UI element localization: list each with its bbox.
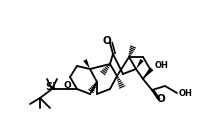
Text: O: O (63, 82, 71, 90)
Text: O: O (103, 36, 111, 46)
Polygon shape (136, 59, 144, 69)
Text: O: O (157, 94, 165, 104)
Text: OH: OH (179, 88, 193, 98)
Polygon shape (83, 59, 90, 69)
Polygon shape (143, 68, 153, 79)
Text: Si: Si (46, 82, 56, 92)
Text: OH: OH (155, 61, 169, 71)
